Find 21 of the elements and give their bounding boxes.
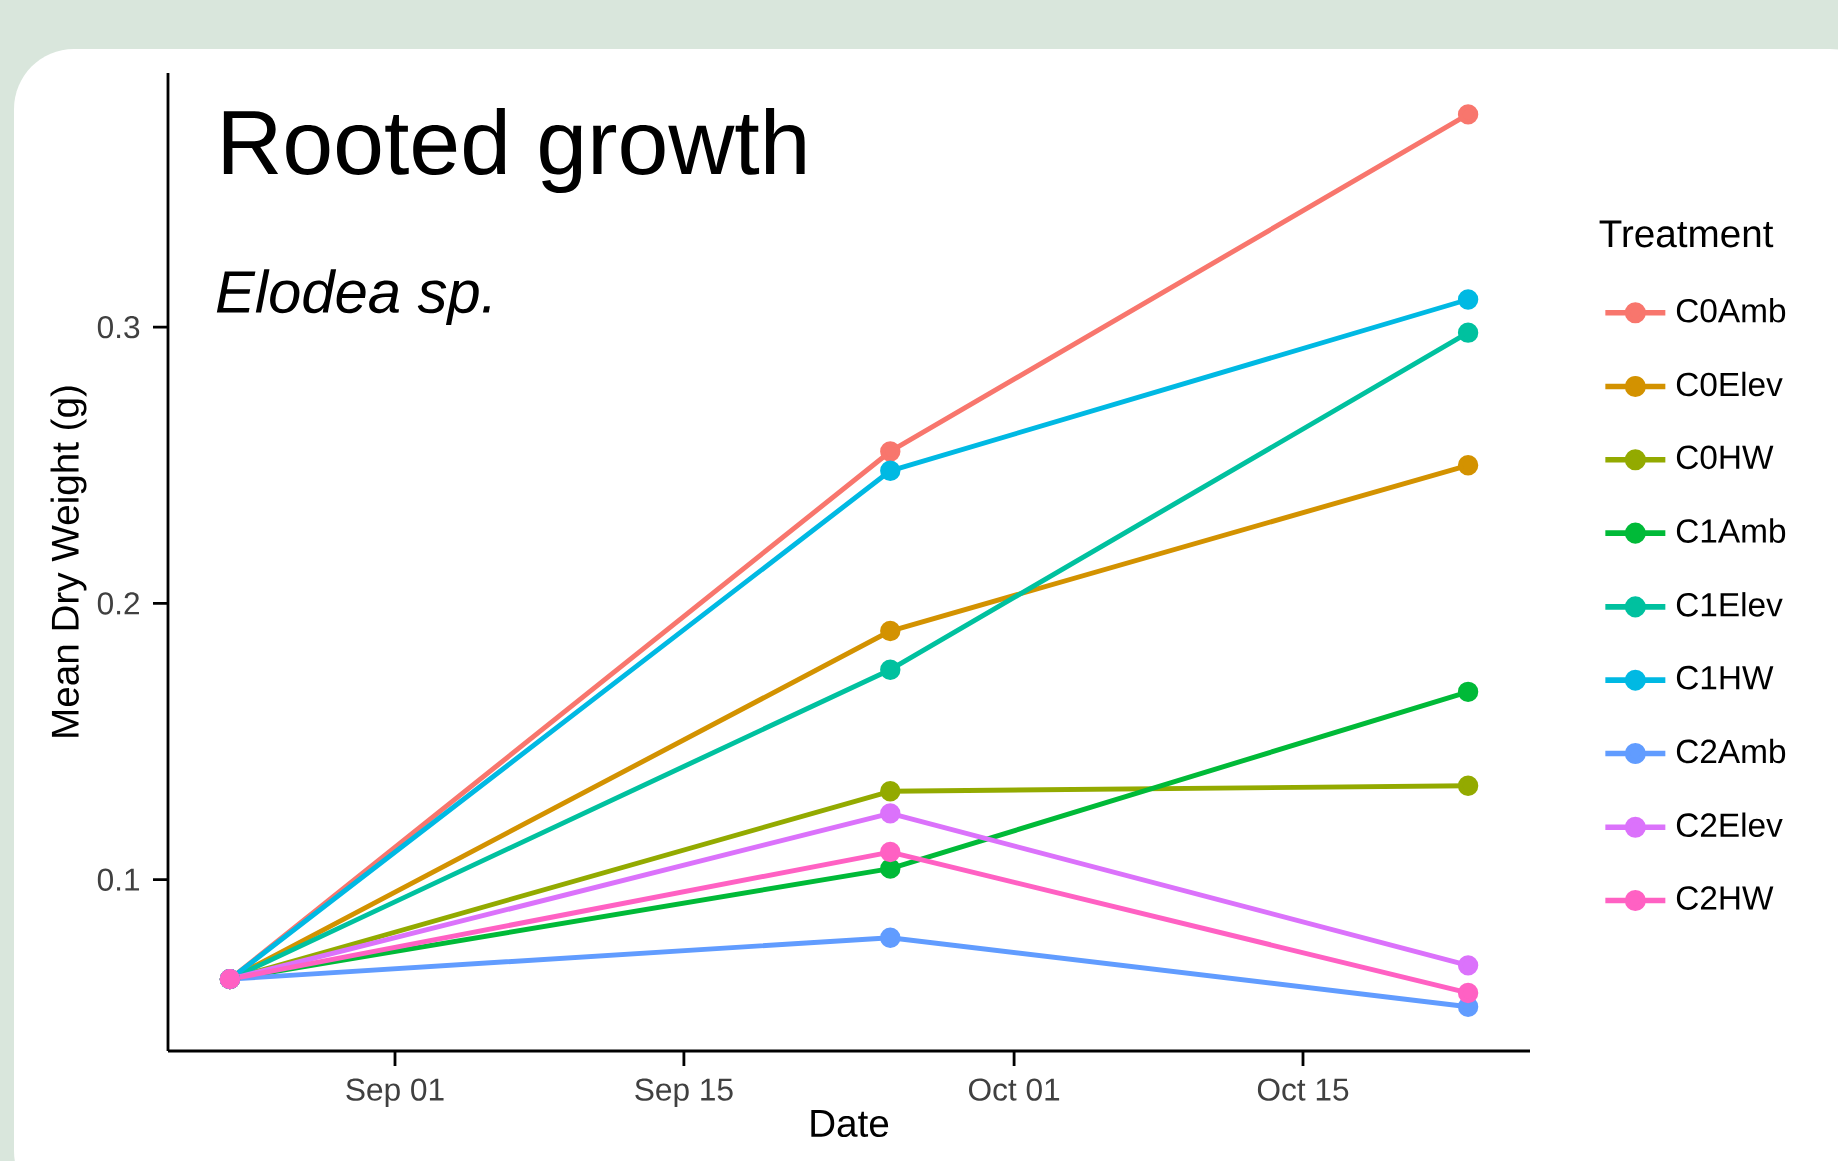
legend-label: C2HW [1676, 886, 1774, 910]
legend-title: Treatment [1599, 220, 1774, 248]
legend-label: C2Amb [1676, 738, 1786, 764]
x-tick-label: Oct 01 [968, 1078, 1060, 1101]
x-tick-label: Sep 01 [346, 1078, 444, 1108]
y-axis-title: Mean Dry Weight (g) [50, 386, 87, 737]
x-tick-label: Oct 15 [1257, 1078, 1349, 1101]
legend-label: C0Elev [1676, 371, 1783, 397]
chart-title: Rooted growth [223, 107, 805, 194]
y-tick-label: 0.2 [97, 592, 139, 615]
legend-label: C2Elev [1676, 812, 1783, 838]
x-tick-label: Sep 15 [635, 1078, 733, 1108]
legend-label: C0Amb [1676, 298, 1786, 323]
legend-label: C1Elev [1676, 592, 1783, 617]
y-tick-label: 0.3 [97, 315, 140, 339]
y-tick-label: 0.1 [97, 868, 140, 891]
legend-label: C1HW [1676, 665, 1774, 690]
text: Elodea sp. [216, 269, 490, 325]
legend-label: C1Amb [1676, 518, 1786, 543]
legend-label: C0HW [1676, 445, 1774, 470]
x-axis-title: Date [811, 1110, 889, 1138]
